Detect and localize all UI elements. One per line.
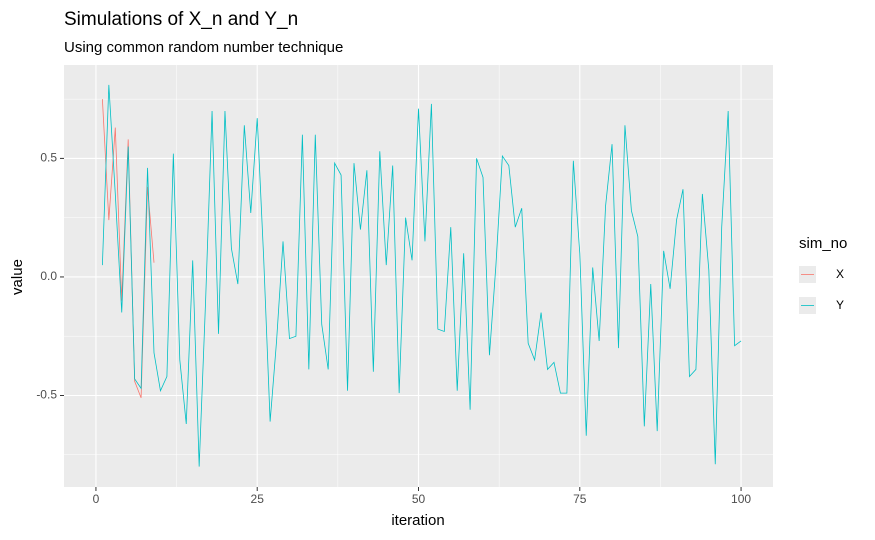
chart-subtitle: Using common random number technique <box>64 39 343 56</box>
legend-label: X <box>836 267 844 281</box>
x-axis-label: iteration <box>391 512 444 529</box>
x-tick-label: 25 <box>251 492 265 506</box>
y-tick-label: 0.5 <box>40 151 57 165</box>
x-tick-label: 0 <box>93 492 100 506</box>
data-line <box>101 99 155 399</box>
chart-title: Simulations of X_n and Y_n <box>64 9 298 30</box>
legend-title: sim_no <box>799 235 847 252</box>
y-tick-label: 0.0 <box>40 269 57 283</box>
y-tick-label: -0.5 <box>36 388 57 402</box>
x-tick-label: 75 <box>573 492 587 506</box>
y-axis-label: value <box>9 259 26 295</box>
legend-label: Y <box>836 298 844 312</box>
x-tick-label: 100 <box>731 492 751 506</box>
data-line <box>101 84 742 467</box>
x-tick-label: 50 <box>412 492 426 506</box>
